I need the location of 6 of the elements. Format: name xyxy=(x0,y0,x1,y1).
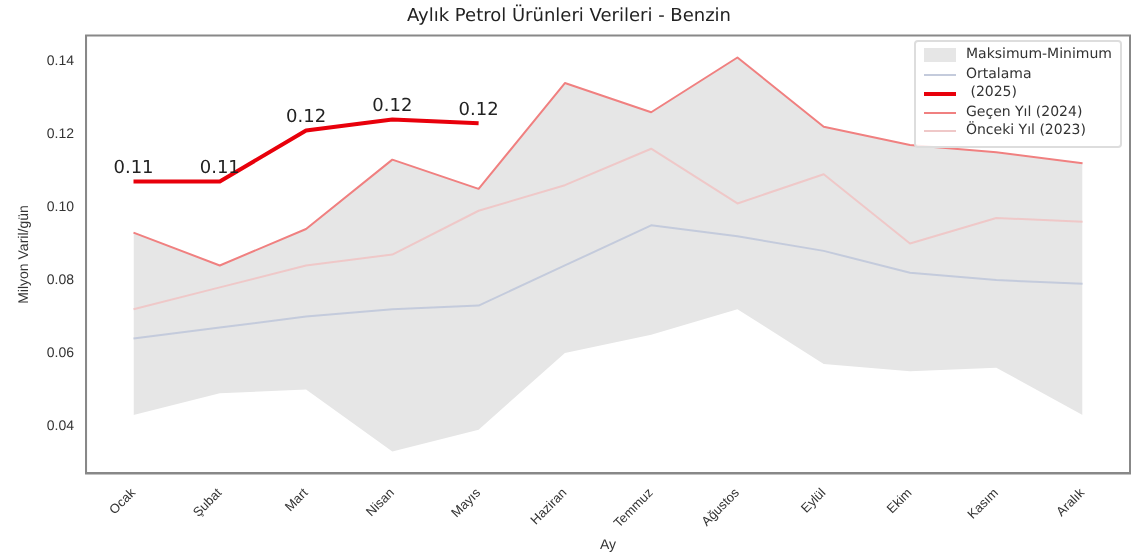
data-label: 0.11 xyxy=(199,159,240,180)
data-label: 0.12 xyxy=(286,108,327,129)
data-label: 0.12 xyxy=(458,100,499,121)
chart-title: Aylık Petrol Ürünleri Verileri - Benzin xyxy=(406,3,732,28)
data-label: 0.12 xyxy=(372,97,413,118)
data-label: 0.11 xyxy=(113,159,154,180)
